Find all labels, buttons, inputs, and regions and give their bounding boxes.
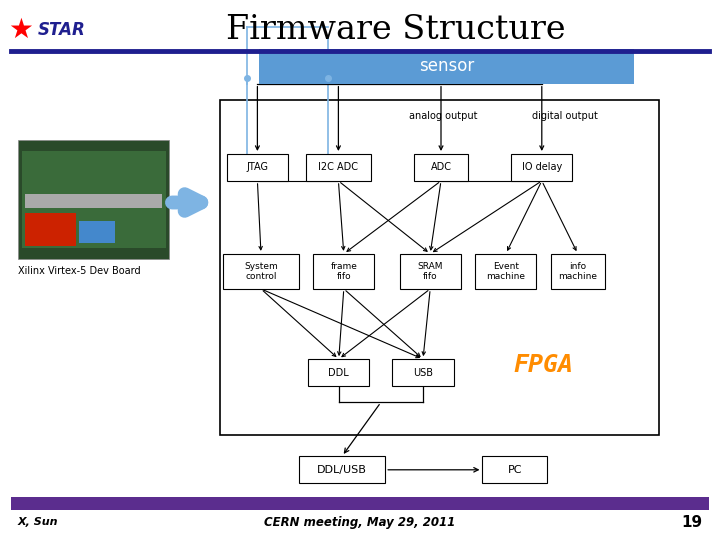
Text: digital output: digital output [532, 111, 598, 121]
FancyBboxPatch shape [22, 151, 166, 248]
FancyBboxPatch shape [25, 194, 162, 208]
Text: X, Sun: X, Sun [18, 517, 58, 527]
FancyBboxPatch shape [259, 49, 634, 84]
Text: FPGA: FPGA [513, 353, 574, 376]
FancyBboxPatch shape [551, 254, 605, 289]
Text: IO delay: IO delay [522, 163, 562, 172]
FancyBboxPatch shape [400, 254, 461, 289]
Text: STAR: STAR [37, 21, 85, 39]
Text: SRAM
fifo: SRAM fifo [418, 262, 443, 281]
Text: analog output: analog output [408, 111, 477, 121]
FancyBboxPatch shape [313, 254, 374, 289]
FancyBboxPatch shape [299, 456, 385, 483]
FancyBboxPatch shape [25, 213, 76, 246]
Text: CERN meeting, May 29, 2011: CERN meeting, May 29, 2011 [264, 516, 456, 529]
Text: DDL: DDL [328, 368, 349, 377]
Text: PC: PC [508, 465, 522, 475]
Text: Xilinx Virtex-5 Dev Board: Xilinx Virtex-5 Dev Board [18, 266, 140, 276]
FancyBboxPatch shape [414, 154, 468, 181]
Text: JTAG: JTAG [246, 163, 269, 172]
FancyBboxPatch shape [227, 154, 288, 181]
FancyBboxPatch shape [511, 154, 572, 181]
FancyBboxPatch shape [306, 154, 371, 181]
Text: System
control: System control [244, 262, 278, 281]
FancyBboxPatch shape [482, 456, 547, 483]
FancyBboxPatch shape [392, 359, 454, 386]
Text: Event
machine: Event machine [486, 262, 526, 281]
FancyBboxPatch shape [220, 100, 659, 435]
FancyBboxPatch shape [308, 359, 369, 386]
FancyBboxPatch shape [79, 221, 115, 243]
Text: Firmware Structure: Firmware Structure [226, 14, 566, 46]
Text: ADC: ADC [431, 163, 451, 172]
FancyBboxPatch shape [11, 497, 709, 510]
Text: DDL/USB: DDL/USB [317, 465, 367, 475]
Text: USB: USB [413, 368, 433, 377]
FancyBboxPatch shape [223, 254, 299, 289]
FancyBboxPatch shape [18, 140, 169, 259]
Text: sensor: sensor [419, 57, 474, 75]
Text: ★: ★ [8, 16, 32, 44]
Text: frame
fifo: frame fifo [330, 262, 357, 281]
Text: 19: 19 [681, 515, 702, 530]
FancyBboxPatch shape [475, 254, 536, 289]
Text: info
machine: info machine [558, 262, 598, 281]
Text: I2C ADC: I2C ADC [318, 163, 359, 172]
